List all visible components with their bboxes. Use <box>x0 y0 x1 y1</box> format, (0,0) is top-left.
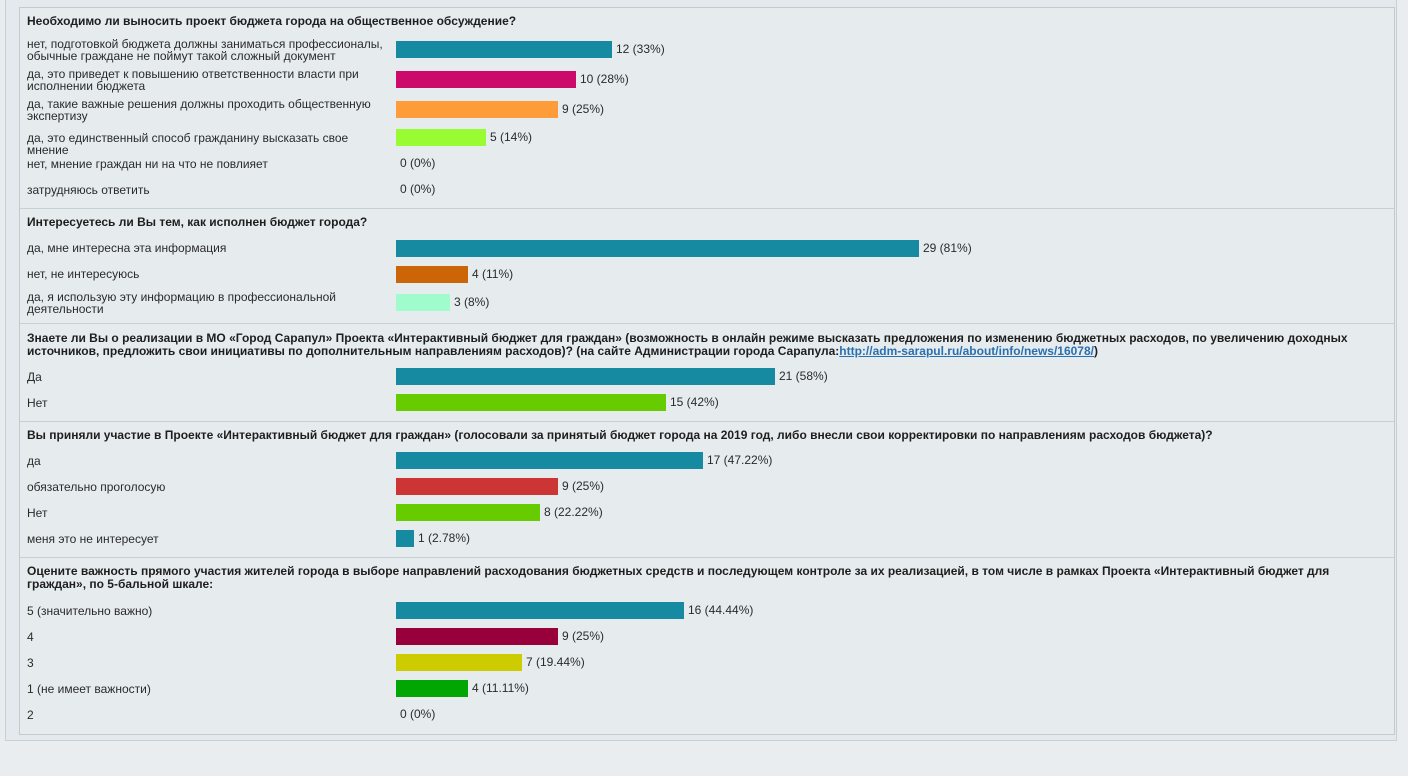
answer-label: да, такие важные решения должны проходит… <box>27 97 371 123</box>
answer-bar <box>396 266 468 283</box>
answer-bar <box>396 394 666 411</box>
answer-value: 15 (42%) <box>670 395 719 409</box>
question-title: Интересуетесь ли Вы тем, как исполнен бю… <box>27 216 1387 229</box>
answer-bar <box>396 129 486 146</box>
answer-value: 9 (25%) <box>562 629 605 643</box>
question-title: Необходимо ли выносить проект бюджета го… <box>27 15 1387 28</box>
answer-bar <box>396 478 558 495</box>
answer-label: да, я использую эту информацию в професс… <box>27 290 336 316</box>
answer-label: нет, не интересуюсь <box>27 267 140 281</box>
answer-label: Нет <box>27 506 48 520</box>
answer-label: да, это приведет к повышению ответственн… <box>27 67 359 93</box>
question-separator <box>20 557 1394 558</box>
answer-bar <box>396 294 450 311</box>
poll-results-list: Необходимо ли выносить проект бюджета го… <box>19 7 1395 735</box>
answer-value: 9 (25%) <box>562 102 605 116</box>
answer-label: 1 (не имеет важности) <box>27 682 151 696</box>
question-title: Вы приняли участие в Проекте «Интерактив… <box>27 429 1387 442</box>
poll-results-panel: Необходимо ли выносить проект бюджета го… <box>5 0 1397 741</box>
answer-bar <box>396 240 919 257</box>
answer-label: да <box>27 454 41 468</box>
answer-label: меня это не интересует <box>27 532 159 546</box>
question-title-text: Интересуетесь ли Вы тем, как исполнен бю… <box>27 215 368 229</box>
answer-value: 4 (11.11%) <box>472 681 529 695</box>
answer-value: 8 (22.22%) <box>544 505 603 519</box>
answer-value: 16 (44.44%) <box>688 603 754 617</box>
answer-label: да, это единственный способ гражданину в… <box>27 131 349 157</box>
answer-value: 0 (0%) <box>400 156 436 170</box>
question-title-suffix: ) <box>1094 344 1098 358</box>
question-title: Знаете ли Вы о реализации в МО «Город Са… <box>27 332 1387 358</box>
answer-bar <box>396 530 414 547</box>
question-title-text: Вы приняли участие в Проекте «Интерактив… <box>27 428 1213 442</box>
question-separator <box>20 208 1394 209</box>
answer-bar <box>396 368 775 385</box>
answer-bar <box>396 654 522 671</box>
question-title: Оцените важность прямого участия жителей… <box>27 565 1387 591</box>
answer-label: 4 <box>27 630 34 644</box>
answer-label: Да <box>27 370 42 384</box>
answer-value: 17 (47.22%) <box>707 453 773 467</box>
answer-value: 9 (25%) <box>562 479 605 493</box>
answer-value: 0 (0%) <box>400 707 436 721</box>
question-title-text: Необходимо ли выносить проект бюджета го… <box>27 14 517 28</box>
answer-bar <box>396 680 468 697</box>
answer-label: Нет <box>27 396 48 410</box>
answer-label: 3 <box>27 656 34 670</box>
answer-bar <box>396 71 576 88</box>
answer-label: затрудняюсь ответить <box>27 183 150 197</box>
answer-label: 2 <box>27 708 34 722</box>
question-title-text: Знаете ли Вы о реализации в МО «Город Са… <box>27 331 1348 358</box>
answer-value: 7 (19.44%) <box>526 655 585 669</box>
answer-value: 4 (11%) <box>472 267 514 281</box>
news-link[interactable]: http://adm-sarapul.ru/about/info/news/16… <box>839 344 1094 358</box>
answer-bar <box>396 602 684 619</box>
answer-value: 21 (58%) <box>779 369 828 383</box>
answer-value: 12 (33%) <box>616 42 665 56</box>
question-title-text: Оцените важность прямого участия жителей… <box>27 564 1330 591</box>
answer-label: нет, мнение граждан ни на что не повлияе… <box>27 157 268 171</box>
answer-label: да, мне интересна эта информация <box>27 241 227 255</box>
answer-value: 10 (28%) <box>580 72 629 86</box>
answer-label: 5 (значительно важно) <box>27 604 153 618</box>
answer-bar <box>396 504 540 521</box>
answer-label: обязательно проголосую <box>27 480 166 494</box>
answer-bar <box>396 41 612 58</box>
answer-value: 0 (0%) <box>400 182 436 196</box>
answer-bar <box>396 628 558 645</box>
answer-label: нет, подготовкой бюджета должны занимать… <box>27 37 383 63</box>
question-separator <box>20 421 1394 422</box>
answer-value: 3 (8%) <box>454 295 490 309</box>
answer-value: 29 (81%) <box>923 241 972 255</box>
answer-bar <box>396 101 558 118</box>
answer-value: 1 (2.78%) <box>418 531 471 545</box>
answer-value: 5 (14%) <box>490 130 533 144</box>
answer-bar <box>396 452 703 469</box>
question-separator <box>20 323 1394 324</box>
